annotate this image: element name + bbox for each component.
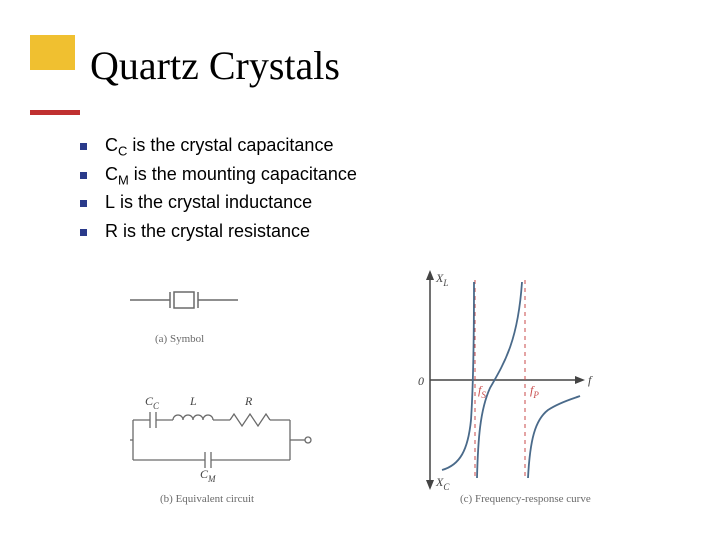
bullet-marker-icon [80, 172, 87, 179]
label-zero: 0 [418, 374, 424, 388]
list-item: CC is the crystal capacitance [80, 135, 357, 159]
bullet-text: R is the crystal resistance [105, 221, 310, 245]
figure-b-caption: (b) Equivalent circuit [160, 493, 254, 505]
page-title: Quartz Crystals [90, 42, 340, 89]
figures-container: (a) Symbol CC L R CM (b) Equivalent circ… [130, 270, 670, 510]
bullet-marker-icon [80, 229, 87, 236]
list-item: CM is the mounting capacitance [80, 164, 357, 188]
bullet-text: CC is the crystal capacitance [105, 135, 333, 159]
bullet-marker-icon [80, 143, 87, 150]
label-r: R [244, 394, 253, 408]
figure-c-caption: (c) Frequency-response curve [460, 493, 591, 505]
title-accent-underline [30, 110, 80, 115]
figure-a-symbol [130, 292, 238, 308]
label-fp: fP [530, 383, 539, 400]
label-f: f [588, 373, 593, 387]
list-item: L is the crystal inductance [80, 192, 357, 216]
list-item: R is the crystal resistance [80, 221, 357, 245]
figure-c-response [426, 270, 585, 490]
label-l: L [189, 394, 197, 408]
label-fs: fS [478, 383, 486, 400]
label-cm: CM [200, 467, 216, 484]
label-cc: CC [145, 394, 160, 411]
bullet-text: CM is the mounting capacitance [105, 164, 357, 188]
figure-b-circuit [130, 412, 311, 468]
bullet-marker-icon [80, 200, 87, 207]
label-xl: XL [435, 271, 448, 288]
bullet-text: L is the crystal inductance [105, 192, 312, 216]
figures-svg: (a) Symbol CC L R CM (b) Equivalent circ… [130, 270, 670, 510]
label-xc: XC [435, 475, 450, 492]
bullet-list: CC is the crystal capacitance CM is the … [80, 135, 357, 249]
title-accent-block [30, 35, 75, 70]
figure-a-caption: (a) Symbol [155, 333, 204, 345]
